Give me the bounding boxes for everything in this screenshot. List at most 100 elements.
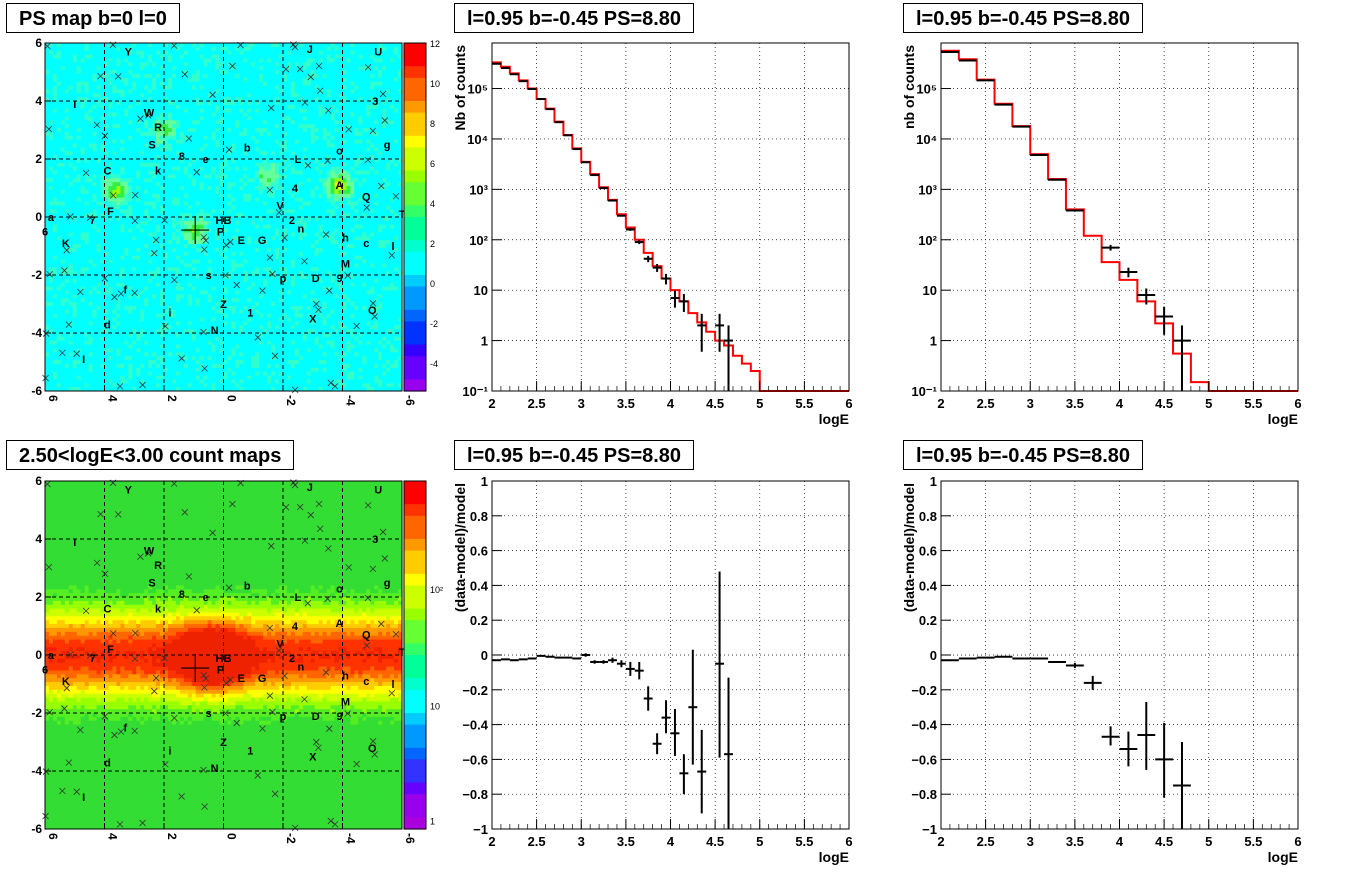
x-tick-label: 5 xyxy=(1205,834,1212,849)
x-tick-label: 6 xyxy=(1294,396,1301,411)
source-label: 7 xyxy=(90,215,96,227)
colorbar-segment xyxy=(404,159,426,171)
source-label: L xyxy=(295,154,302,166)
map-y-tick-label: -4 xyxy=(31,326,42,340)
colorbar-tick-label: 0 xyxy=(430,279,435,289)
source-label: R xyxy=(154,560,162,572)
source-label: s xyxy=(206,708,212,720)
colorbar-segment xyxy=(404,205,426,217)
x-tick-label: 6 xyxy=(845,834,852,849)
source-label: Y xyxy=(125,485,133,497)
colorbar-segment xyxy=(404,551,426,563)
plot-2: 2 2.5 3 3.5 4 4.5 5 5.5 610.80.60.40.20−0.2−0.4−… xyxy=(452,474,853,865)
source-label: 1 xyxy=(247,746,253,758)
source-label: d xyxy=(104,319,111,331)
colorbar-segment xyxy=(404,539,426,551)
y-tick-label: 10 xyxy=(474,283,488,298)
map-x-tick-label: -6 xyxy=(403,395,417,406)
x-axis-label: logE xyxy=(819,411,849,427)
y-axis-label: nb of counts xyxy=(901,45,917,129)
y-tick-label: 10³ xyxy=(918,182,937,197)
source-label: A xyxy=(336,180,344,192)
source-label: I xyxy=(82,792,85,804)
source-label: K xyxy=(62,676,70,688)
source-label: g xyxy=(384,578,391,590)
y-tick-label: −0.8 xyxy=(462,787,488,802)
x-tick-label: 6 xyxy=(1294,834,1301,849)
map-y-tick-label: 0 xyxy=(35,210,42,224)
y-tick-label: 0.8 xyxy=(919,509,937,524)
y-tick-label: 10⁻¹ xyxy=(462,384,488,399)
x-tick-label: 4.5 xyxy=(706,396,724,411)
colorbar-segment xyxy=(404,113,426,125)
map-y-tick-label: -2 xyxy=(31,706,42,720)
colorbar-segment xyxy=(404,667,426,679)
y-tick-label: 0 xyxy=(481,648,488,663)
x-tick-label: 5.5 xyxy=(1244,834,1262,849)
source-label: HB xyxy=(216,653,232,665)
source-label: I xyxy=(82,354,85,366)
y-axis-label: (data-model)/model xyxy=(901,483,917,612)
residual-coarse-title: l=0.95 b=-0.45 PS=8.80 xyxy=(903,440,1143,470)
colorbar-segment xyxy=(404,368,426,380)
colorbar-segment xyxy=(404,736,426,748)
colorbar-segment xyxy=(404,66,426,78)
source-label: C xyxy=(103,604,111,616)
colorbar-segment xyxy=(404,678,426,690)
source-label: G xyxy=(258,235,267,247)
map-y-tick-label: -4 xyxy=(31,764,42,778)
plot-0: 2 2.5 3 3.5 4 4.5 5 5.5 610⁵10⁴10³10²10110⁻¹logE… xyxy=(452,43,853,427)
y-tick-label: 10⁴ xyxy=(467,132,488,147)
source-label: N xyxy=(211,325,219,337)
map-y-tick-label: -2 xyxy=(31,268,42,282)
map-x-tick-label: 0 xyxy=(225,395,239,402)
colorbar-segment xyxy=(404,275,426,287)
source-label: k xyxy=(155,166,162,178)
source-label: a xyxy=(48,650,55,662)
x-tick-label: 2 xyxy=(488,834,495,849)
map-x-tick-label: -6 xyxy=(403,833,417,844)
x-tick-label: 3 xyxy=(578,834,585,849)
map-x-tick-label: 2 xyxy=(165,833,179,840)
colorbar-segment xyxy=(404,562,426,574)
source-label: E xyxy=(238,673,245,685)
y-tick-label: 10⁵ xyxy=(467,82,488,97)
source-label: l xyxy=(392,241,395,253)
colorbar-segment xyxy=(404,713,426,725)
map-x-tick-label: -2 xyxy=(284,833,298,844)
map-y-tick-label: 4 xyxy=(35,532,42,546)
colorbar-segment xyxy=(404,794,426,806)
x-tick-label: 4.5 xyxy=(706,834,724,849)
source-label: 2 xyxy=(289,215,295,227)
source-label: c xyxy=(363,238,369,250)
source-label: Z xyxy=(220,737,227,749)
y-tick-label: 10² xyxy=(918,233,937,248)
y-tick-label: 0.4 xyxy=(919,578,938,593)
colorbar-segment xyxy=(404,643,426,655)
spectrum-coarse-title: l=0.95 b=-0.45 PS=8.80 xyxy=(903,3,1143,33)
x-tick-label: 5 xyxy=(756,834,763,849)
x-tick-label: 4 xyxy=(667,396,675,411)
plot-1: 2 2.5 3 3.5 4 4.5 5 5.5 610⁵10⁴10³10²10110⁻¹logE… xyxy=(901,43,1302,427)
colorbar-tick-label: -4 xyxy=(430,359,438,369)
source-label: X xyxy=(309,314,317,326)
map-x-tick-label: -4 xyxy=(344,833,358,844)
colorbar-tick-label: 8 xyxy=(430,119,435,129)
x-tick-label: 5.5 xyxy=(795,834,813,849)
source-label: b xyxy=(244,580,251,592)
colorbar-segment xyxy=(404,194,426,206)
source-label: h xyxy=(342,232,349,244)
source-label: M xyxy=(341,258,350,270)
source-label: O xyxy=(368,743,377,755)
colorbar-segment xyxy=(404,217,426,229)
colorbar-tick-label: 6 xyxy=(430,159,435,169)
y-tick-label: −0.2 xyxy=(462,683,488,698)
colorbar-tick-label: 10 xyxy=(430,701,440,711)
y-tick-label: 10⁵ xyxy=(916,82,937,97)
source-label: I xyxy=(73,537,76,549)
map-y-tick-label: 2 xyxy=(35,590,42,604)
source-label: P xyxy=(217,227,224,239)
colorbar-tick-label: 1 xyxy=(430,816,435,826)
y-tick-label: 10³ xyxy=(469,182,488,197)
colorbar-tick-label: 12 xyxy=(430,39,440,49)
